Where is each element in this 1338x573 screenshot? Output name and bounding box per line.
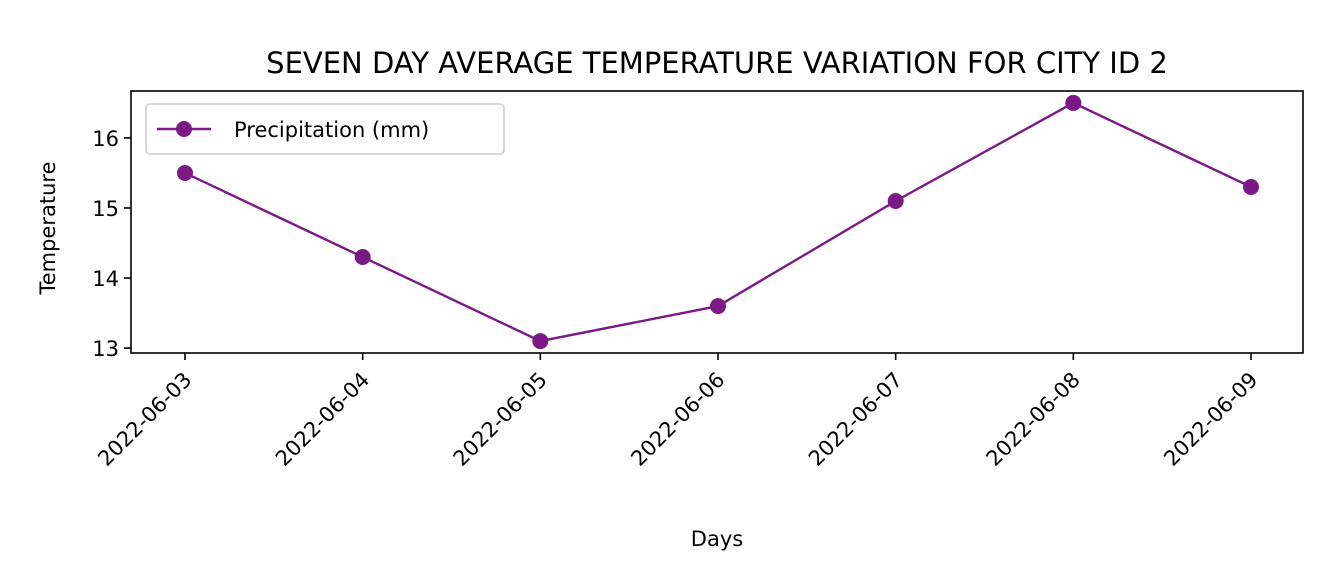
data-point xyxy=(532,333,549,350)
x-axis-label: Days xyxy=(691,527,743,551)
data-point xyxy=(1243,178,1259,195)
y-axis-label: Temperature xyxy=(36,161,60,295)
legend-box xyxy=(145,103,505,155)
data-point xyxy=(887,192,904,209)
data-point xyxy=(354,249,371,266)
y-axis: 13 14 15 16 xyxy=(92,127,131,361)
x-tick-label: 2022-06-03 xyxy=(93,368,196,471)
x-tick-label: 2022-06-06 xyxy=(626,368,729,471)
data-point xyxy=(710,298,726,315)
x-tick-label: 2022-06-09 xyxy=(1159,368,1262,471)
x-tick-label: 2022-06-04 xyxy=(271,368,374,471)
x-tick-label: 2022-06-08 xyxy=(982,368,1085,471)
y-tick-label: 14 xyxy=(92,267,119,291)
x-tick-label: 2022-06-05 xyxy=(449,368,552,471)
series-layer xyxy=(177,94,1259,350)
x-tick-label: 2022-06-07 xyxy=(804,368,907,471)
data-point xyxy=(177,164,193,181)
legend-label: Precipitation (mm) xyxy=(234,118,429,142)
legend-marker xyxy=(176,121,192,137)
y-tick-label: 15 xyxy=(92,197,119,221)
data-point xyxy=(1065,94,1082,111)
legend: Precipitation (mm) xyxy=(145,103,505,155)
plot-area xyxy=(130,90,1304,354)
y-tick-label: 16 xyxy=(92,127,119,151)
y-tick-label: 13 xyxy=(92,337,119,361)
x-axis: 2022-06-03 2022-06-04 2022-06-05 2022-06-06… xyxy=(93,353,1263,471)
chart-title: SEVEN DAY AVERAGE TEMPERATURE VARIATION … xyxy=(266,46,1168,80)
